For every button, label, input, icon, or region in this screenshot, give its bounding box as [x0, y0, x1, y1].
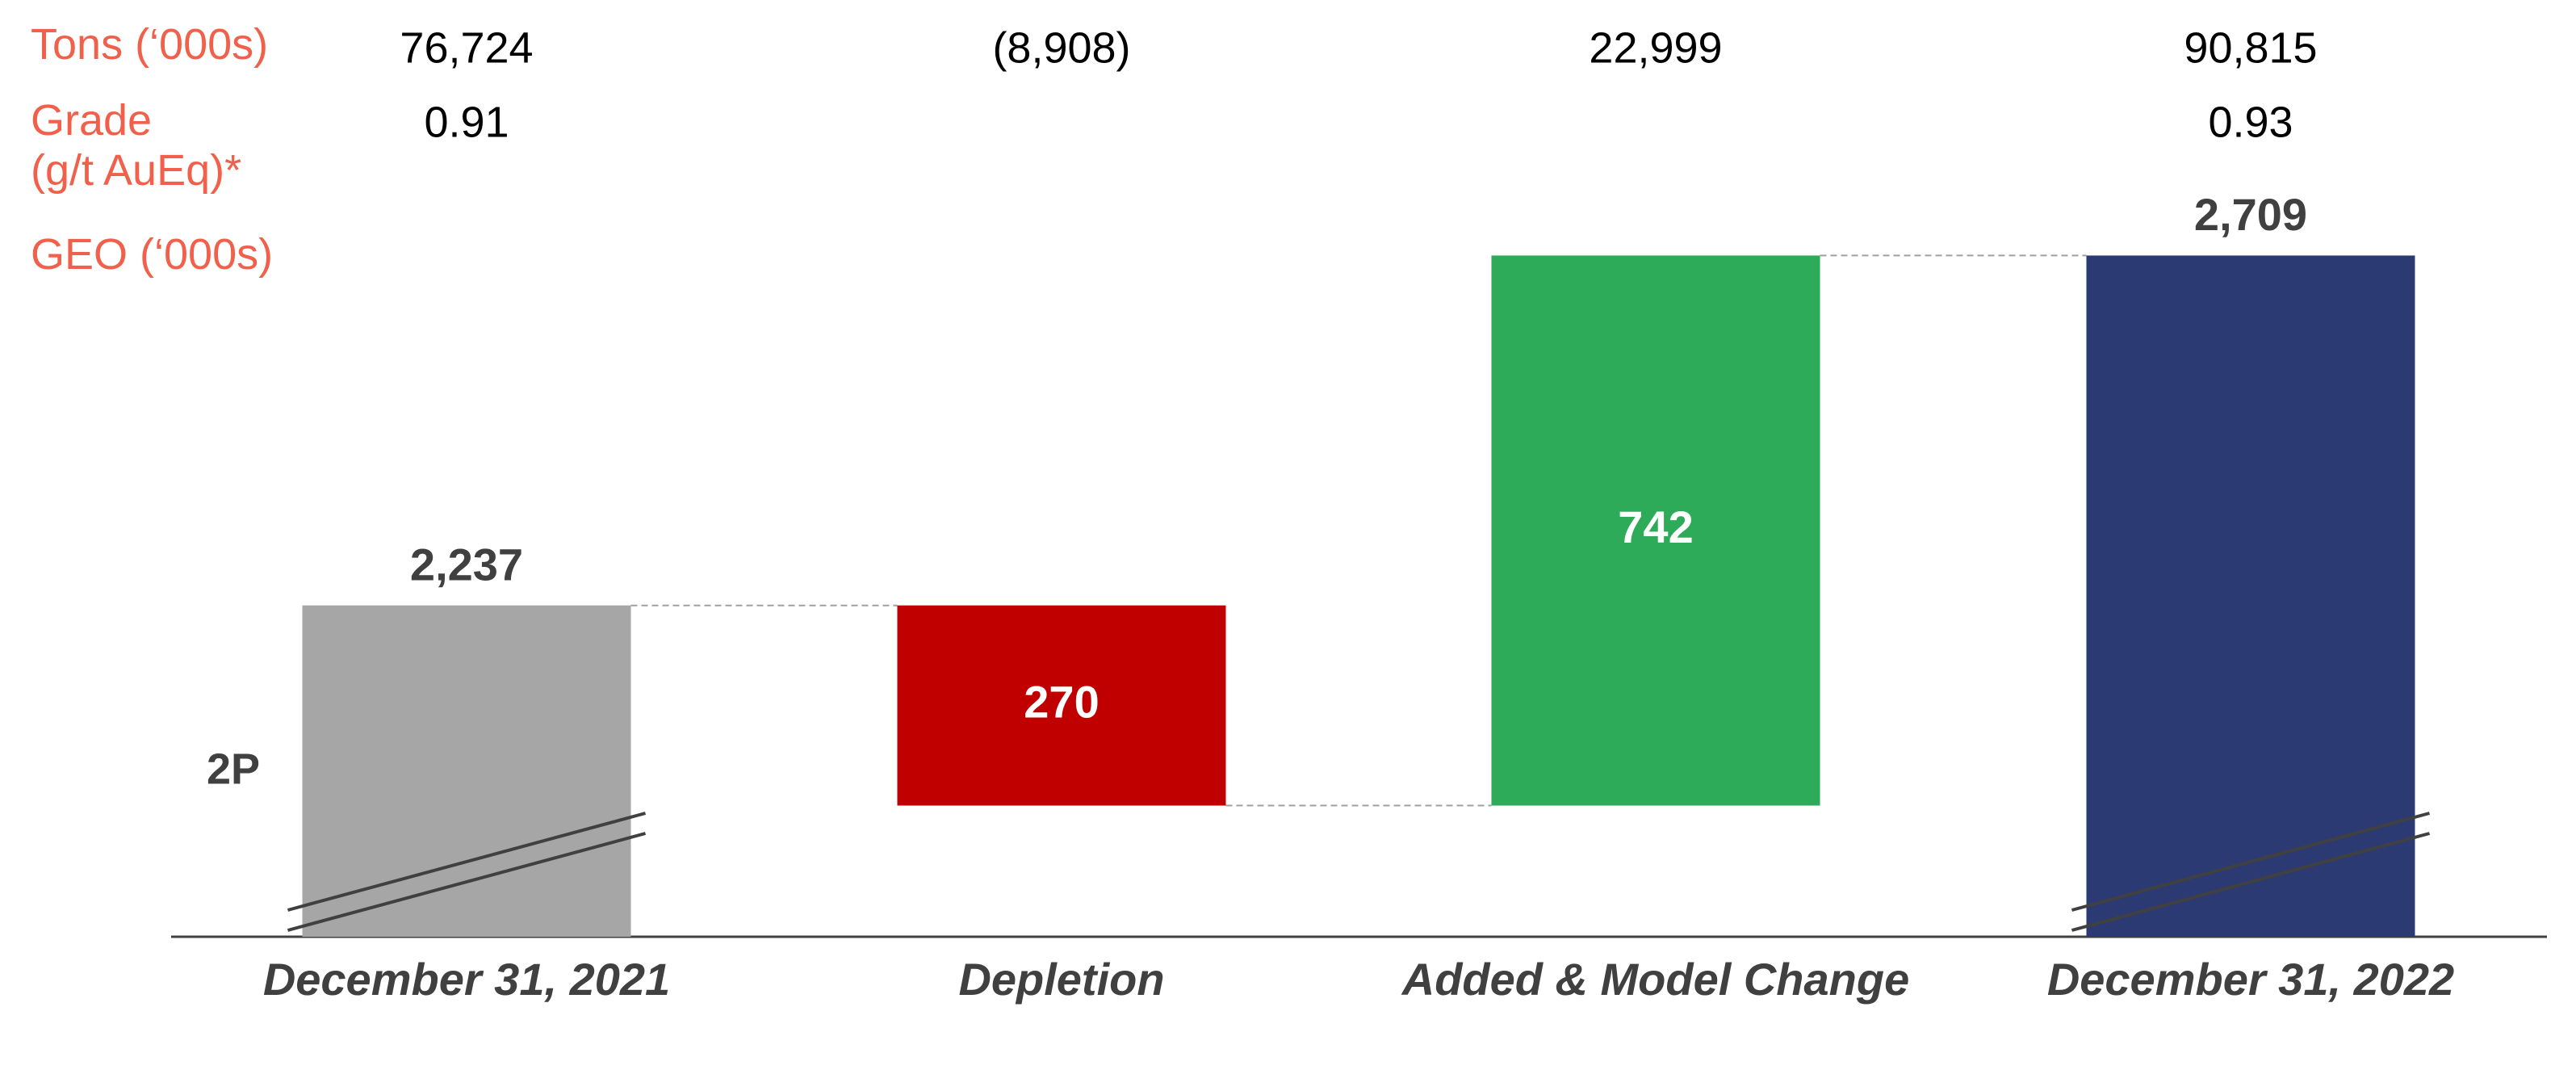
axis-break — [2071, 832, 2431, 932]
table-cell: 90,815 — [2184, 23, 2317, 72]
bar — [2086, 255, 2415, 937]
x-tick-label: Depletion — [958, 954, 1164, 1005]
x-tick-label: Added & Model Change — [1401, 954, 1909, 1005]
bar — [1491, 255, 1820, 806]
table-cell: (8,908) — [992, 23, 1130, 72]
axis-break — [287, 812, 647, 912]
row-label: Grade (g/t AuEq)* — [31, 96, 242, 195]
row-label: Tons (‘000s) — [31, 20, 269, 69]
x-tick-label: December 31, 2021 — [263, 954, 670, 1005]
table-cell: 0.93 — [2208, 98, 2293, 146]
axis-label: 2P — [207, 745, 260, 793]
bar — [302, 605, 631, 937]
row-label: GEO (‘000s) — [31, 230, 274, 279]
table-cell: 76,724 — [400, 23, 533, 72]
table-cell: 22,999 — [1589, 23, 1722, 72]
value-label: 742 — [1618, 501, 1693, 552]
bar — [897, 605, 1226, 806]
axis-break — [2071, 812, 2431, 912]
x-tick-label: December 31, 2022 — [2047, 954, 2454, 1005]
value-label: 270 — [1024, 676, 1099, 727]
table-cell: 0.91 — [424, 98, 509, 146]
value-label: 2,709 — [2194, 189, 2307, 240]
value-label: 2,237 — [410, 539, 523, 590]
axis-break — [287, 832, 647, 932]
